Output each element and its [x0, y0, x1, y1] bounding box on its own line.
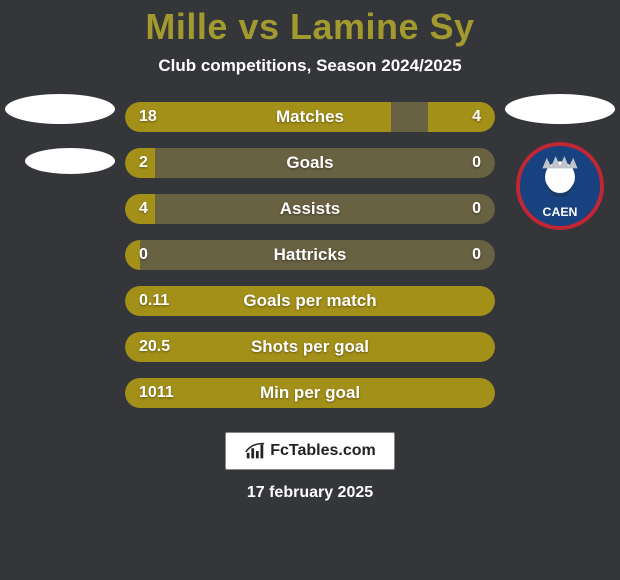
stat-value-right: 0	[472, 194, 481, 224]
left-badge-ellipse-2	[25, 148, 115, 174]
stat-row: Goals per match0.11	[125, 286, 495, 316]
stat-value-right: 4	[472, 102, 481, 132]
caen-crest-icon: CAEN	[516, 142, 604, 230]
stat-row: Assists4 0	[125, 194, 495, 224]
right-badge-ellipse	[505, 94, 615, 124]
stat-value-left: 0.11	[139, 286, 169, 316]
stat-value-left: 1011	[139, 378, 174, 408]
stat-value-right: 0	[472, 240, 481, 270]
subtitle: Club competitions, Season 2024/2025	[158, 56, 461, 76]
stat-value-left: 18	[139, 102, 157, 132]
stat-row: Hattricks0 0	[125, 240, 495, 270]
footer-date: 17 february 2025	[247, 484, 373, 502]
right-team-crest: CAEN	[516, 142, 604, 230]
stat-label: Min per goal	[125, 378, 495, 408]
left-badge-ellipse-1	[5, 94, 115, 124]
stat-row: Shots per goal20.5	[125, 332, 495, 362]
stat-row: Goals2 0	[125, 148, 495, 178]
brand-text: FcTables.com	[270, 442, 376, 460]
chart-icon	[244, 440, 266, 462]
stat-label: Shots per goal	[125, 332, 495, 362]
stats-area: CAEN Matches184Goals20Assists40Hattricks…	[0, 102, 620, 408]
stat-value-left: 4	[139, 194, 148, 224]
stat-bars: Matches184Goals20Assists40Hattricks00Goa…	[125, 102, 495, 408]
stat-value-left: 20.5	[139, 332, 170, 362]
crest-text: CAEN	[543, 205, 578, 219]
page-title: Mille vs Lamine Sy	[145, 6, 474, 48]
stat-value-left: 2	[139, 148, 148, 178]
stat-label: Goals	[125, 148, 495, 178]
brand-logo[interactable]: FcTables.com	[225, 432, 395, 470]
stat-value-left: 0	[139, 240, 148, 270]
stat-label: Matches	[125, 102, 495, 132]
stat-label: Goals per match	[125, 286, 495, 316]
stat-row: Min per goal1011	[125, 378, 495, 408]
infographic-root: Mille vs Lamine Sy Club competitions, Se…	[0, 0, 620, 580]
stat-row: Matches18 4	[125, 102, 495, 132]
stat-value-right: 0	[472, 148, 481, 178]
stat-label: Assists	[125, 194, 495, 224]
stat-label: Hattricks	[125, 240, 495, 270]
